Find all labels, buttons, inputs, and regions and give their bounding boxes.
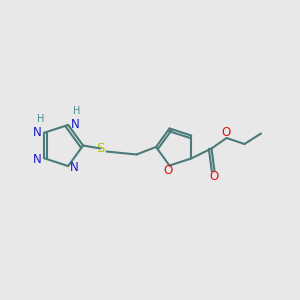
Text: N: N: [33, 153, 42, 166]
Text: N: N: [70, 161, 78, 174]
Text: N: N: [33, 126, 42, 139]
Text: N: N: [70, 118, 79, 131]
Text: S: S: [96, 142, 105, 155]
Text: H: H: [37, 114, 45, 124]
Text: H: H: [73, 106, 80, 116]
Text: O: O: [210, 170, 219, 183]
Text: O: O: [222, 126, 231, 139]
Text: O: O: [163, 164, 172, 176]
